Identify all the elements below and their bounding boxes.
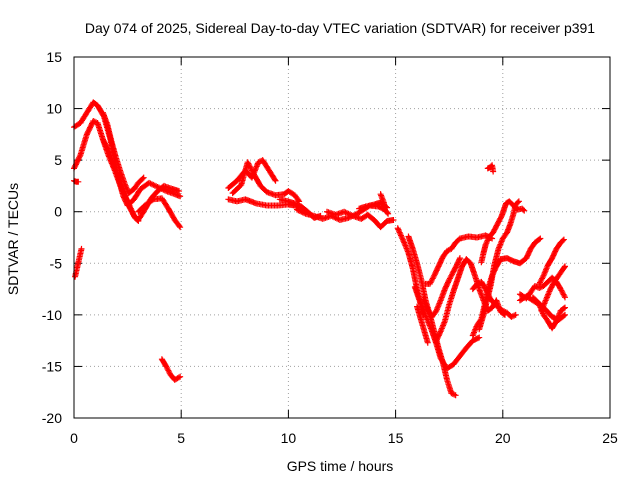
plus-markers [158, 356, 184, 383]
y-tick-label: -15 [42, 358, 62, 374]
x-tick-label: 20 [495, 430, 511, 446]
plus-markers [529, 294, 568, 324]
x-axis-label: GPS time / hours [287, 458, 394, 474]
chart-title: Day 074 of 2025, Sidereal Day-to-day VTE… [85, 20, 595, 36]
plus-markers [99, 136, 142, 224]
plus-markers [478, 198, 528, 266]
y-tick-label: 5 [54, 152, 62, 168]
y-tick-label: -10 [42, 307, 62, 323]
y-tick-label: 10 [46, 101, 62, 117]
series-arc-26 [478, 198, 528, 266]
x-tick-labels: 0 5 10 15 20 25 [70, 430, 618, 446]
plus-markers [422, 232, 496, 287]
plus-markers [135, 195, 184, 231]
series-arc-33 [529, 294, 568, 324]
y-tick-label: 15 [46, 49, 62, 65]
y-axis-label: SDTVAR / TECUs [5, 183, 21, 295]
series-arc-27 [469, 278, 519, 320]
plus-markers [229, 159, 303, 205]
series-arc-16 [377, 191, 392, 217]
y-tick-label: -5 [50, 255, 63, 271]
series-arc-11 [229, 159, 303, 205]
plot-frame [73, 56, 611, 419]
series-arc-21 [420, 255, 463, 320]
plus-markers [99, 109, 147, 197]
data-points [71, 99, 568, 399]
x-tick-label: 0 [70, 430, 78, 446]
series-arc-22 [422, 232, 496, 287]
x-tick-label: 5 [177, 430, 185, 446]
x-tick-label: 15 [388, 430, 404, 446]
series-arc-19 [411, 284, 483, 372]
series-arc-05 [135, 195, 184, 231]
series-arc-28 [484, 162, 497, 175]
series-arc-14 [323, 208, 397, 231]
series-arc-31 [536, 236, 567, 287]
x-tick-label: 25 [602, 430, 618, 446]
series-arc-03 [99, 109, 147, 197]
y-tick-label: -20 [42, 410, 62, 426]
plus-markers [420, 255, 463, 320]
plus-markers [377, 191, 392, 217]
plus-markers [411, 284, 483, 372]
series-arc-08 [158, 356, 184, 383]
plus-markers [469, 278, 519, 320]
series-arc-20 [414, 303, 431, 346]
y-tick-labels: -20 -15 -10 -5 0 5 10 15 [42, 49, 62, 426]
plus-markers [414, 303, 431, 346]
plus-markers [323, 208, 397, 231]
series-arc-04 [99, 136, 142, 224]
plus-markers [72, 245, 85, 280]
plus-markers [484, 162, 497, 175]
plus-markers [536, 236, 567, 287]
y-tick-label: 0 [54, 204, 62, 220]
x-tick-label: 10 [281, 430, 297, 446]
series-arc-07 [72, 245, 85, 280]
